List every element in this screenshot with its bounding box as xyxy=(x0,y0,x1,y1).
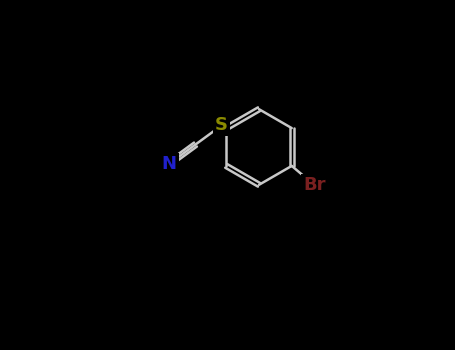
Text: N: N xyxy=(162,155,177,173)
Text: S: S xyxy=(215,116,228,134)
Text: Br: Br xyxy=(303,176,326,194)
